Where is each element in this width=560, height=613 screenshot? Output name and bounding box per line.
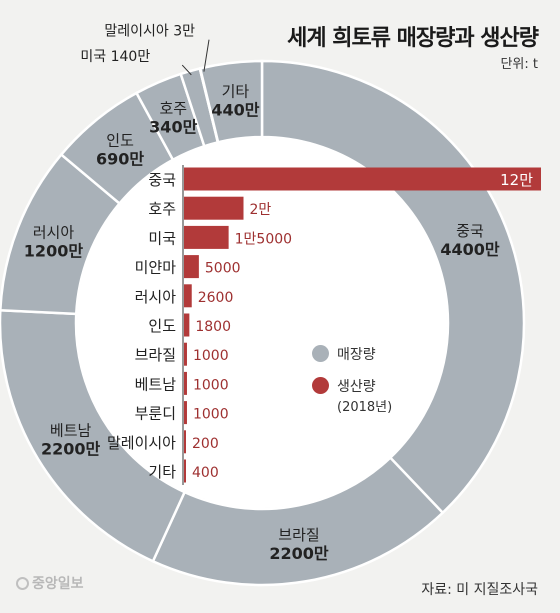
bar-2: [184, 196, 244, 220]
logo-icon: [16, 576, 29, 590]
donut-value-9: 440만: [211, 101, 259, 120]
legend-production-text: 생산량 (2018년): [337, 376, 392, 415]
leader-line-8: [203, 39, 210, 72]
bar-value-5: 2600: [198, 290, 234, 306]
bar-value-3: 1만5000: [235, 231, 292, 247]
donut-slice-9: [198, 59, 264, 144]
donut-name-2: 브라질: [278, 526, 319, 544]
bar-category-6: 인도: [148, 317, 176, 335]
unit-label: 단위: t: [500, 57, 538, 72]
publisher-logo: 중앙일보: [16, 573, 84, 593]
donut-label-7: 미국 140만: [80, 49, 150, 65]
bar-3: [184, 225, 229, 249]
donut-value-4: 1200만: [24, 241, 84, 260]
bar-category-2: 호주: [148, 200, 176, 218]
donut-value-2: 2200만: [269, 544, 329, 563]
bar-value-2: 2만: [250, 202, 272, 218]
bar-6: [184, 313, 190, 337]
donut-value-1: 4400만: [440, 240, 500, 259]
donut-name-5: 인도: [106, 132, 134, 150]
bar-value-6: 1800: [195, 319, 231, 335]
donut-label-8: 말레이시아 3만: [104, 24, 195, 40]
bar-value-1: 12만: [500, 171, 533, 189]
bar-category-11: 기타: [148, 463, 176, 481]
chart-labels: 중국4400만브라질2200만베트남2200만러시아1200만인도690만호주3…: [24, 24, 533, 563]
bar-value-9: 1000: [193, 407, 229, 423]
bar-value-10: 200: [192, 436, 219, 452]
bar-5: [184, 284, 192, 308]
bar-category-10: 말레이시아: [107, 434, 176, 452]
bar-category-5: 러시아: [135, 288, 177, 306]
bar-category-7: 브라질: [135, 346, 176, 364]
bar-value-7: 1000: [193, 348, 229, 364]
donut-name-3: 베트남: [50, 421, 92, 439]
bar-7: [184, 342, 187, 366]
legend-production-year: (2018년): [337, 400, 393, 415]
donut-name-9: 기타: [222, 83, 250, 101]
donut-value-6: 340만: [149, 117, 197, 136]
donut-value-3: 2200만: [41, 439, 101, 458]
bar-category-3: 미국: [148, 229, 176, 247]
donut-value-5: 690만: [96, 150, 144, 169]
bar-10: [184, 430, 186, 454]
source-note: 자료: 미 지질조사국: [421, 582, 538, 598]
legend-production: 생산량 (2018년): [312, 376, 392, 415]
bar-9: [184, 401, 187, 425]
bar-4: [184, 255, 199, 279]
legend-reserves-dot: [312, 345, 329, 362]
bar-11: [184, 459, 186, 483]
bar-value-4: 5000: [205, 261, 241, 277]
leader-line-7: [181, 64, 192, 76]
production-bars: [182, 165, 541, 485]
bar-category-9: 부룬디: [135, 405, 176, 423]
bar-value-11: 400: [192, 465, 219, 481]
bar-category-1: 중국: [148, 171, 176, 189]
bar-8: [184, 371, 187, 395]
legend-reserves-label: 매장량: [337, 347, 376, 363]
bar-1: [184, 167, 541, 191]
chart-title: 세계 희토류 매장량과 생산량: [287, 26, 539, 51]
legend-production-dot: [312, 377, 329, 394]
bar-value-8: 1000: [193, 377, 229, 393]
logo-text: 중앙일보: [32, 576, 84, 592]
donut-center: [77, 138, 447, 508]
reserves-donut: [0, 59, 526, 587]
bar-category-4: 미얀마: [135, 259, 177, 277]
donut-name-4: 러시아: [33, 223, 75, 241]
donut-name-1: 중국: [456, 222, 484, 240]
legend-reserves: 매장량: [312, 344, 376, 364]
donut-name-6: 호주: [159, 99, 187, 117]
legend-production-label: 생산량: [337, 379, 376, 395]
bar-category-8: 베트남: [135, 375, 177, 393]
